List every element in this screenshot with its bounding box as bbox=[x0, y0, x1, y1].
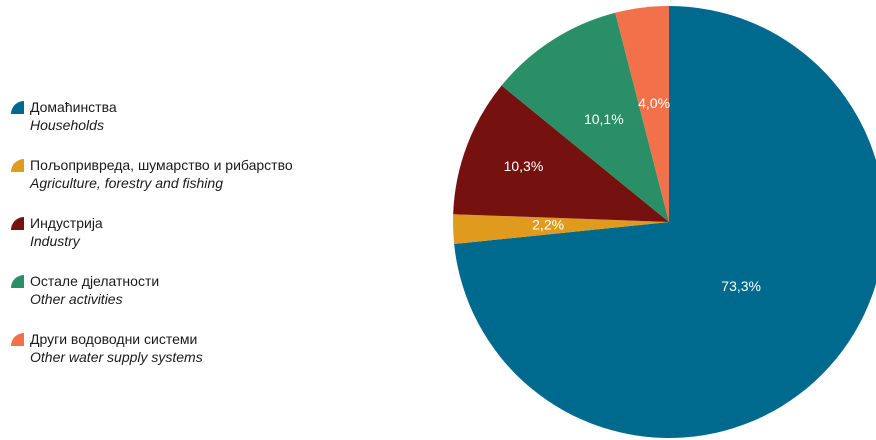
pie-slice-0 bbox=[454, 6, 876, 438]
legend: Домаћинства Households Пољопривреда, шум… bbox=[11, 98, 371, 388]
pie-slice-label-0: 73,3% bbox=[721, 278, 761, 294]
legend-item-other-activities: Остале дјелатности Other activities bbox=[11, 272, 371, 330]
legend-swatch-industry bbox=[11, 217, 24, 230]
legend-label-en: Other activities bbox=[30, 291, 123, 307]
legend-label-sr: Пољопривреда, шумарство и рибарство bbox=[30, 157, 293, 173]
pie-slice-label-1: 2,2% bbox=[532, 217, 564, 233]
legend-label-en: Industry bbox=[30, 233, 80, 249]
legend-label-sr: Остале дјелатности bbox=[30, 273, 160, 289]
pie-slice-labels: 73,3% 2,2% 10,3% 10,1% 4,0% bbox=[504, 95, 761, 294]
pie-slice-4 bbox=[615, 6, 669, 222]
legend-label-en: Households bbox=[30, 117, 104, 133]
legend-item-industry: Индустрија Industry bbox=[11, 214, 371, 272]
pie-slice-label-3: 10,1% bbox=[584, 111, 624, 127]
legend-label-sr: Домаћинства bbox=[30, 99, 117, 115]
legend-swatch-other-water-systems bbox=[11, 333, 24, 346]
pie-slice-2 bbox=[453, 85, 669, 222]
pie-slice-1 bbox=[453, 214, 669, 245]
pie-slice-3 bbox=[501, 12, 669, 222]
legend-item-households: Домаћинства Households bbox=[11, 98, 371, 156]
legend-swatch-households bbox=[11, 101, 24, 114]
legend-label-sr: Други водоводни системи bbox=[30, 331, 198, 347]
pie-slices bbox=[453, 6, 876, 438]
legend-label-en: Agriculture, forestry and fishing bbox=[30, 175, 223, 191]
legend-item-other-water-systems: Други водоводни системи Other water supp… bbox=[11, 330, 371, 388]
pie-slice-label-2: 10,3% bbox=[504, 158, 544, 174]
legend-swatch-other-activities bbox=[11, 275, 24, 288]
pie-slice-label-4: 4,0% bbox=[638, 95, 670, 111]
legend-label-sr: Индустрија bbox=[30, 215, 103, 231]
legend-item-agriculture: Пољопривреда, шумарство и рибарство Agri… bbox=[11, 156, 371, 214]
legend-label-en: Other water supply systems bbox=[30, 349, 203, 365]
legend-swatch-agriculture bbox=[11, 159, 24, 172]
